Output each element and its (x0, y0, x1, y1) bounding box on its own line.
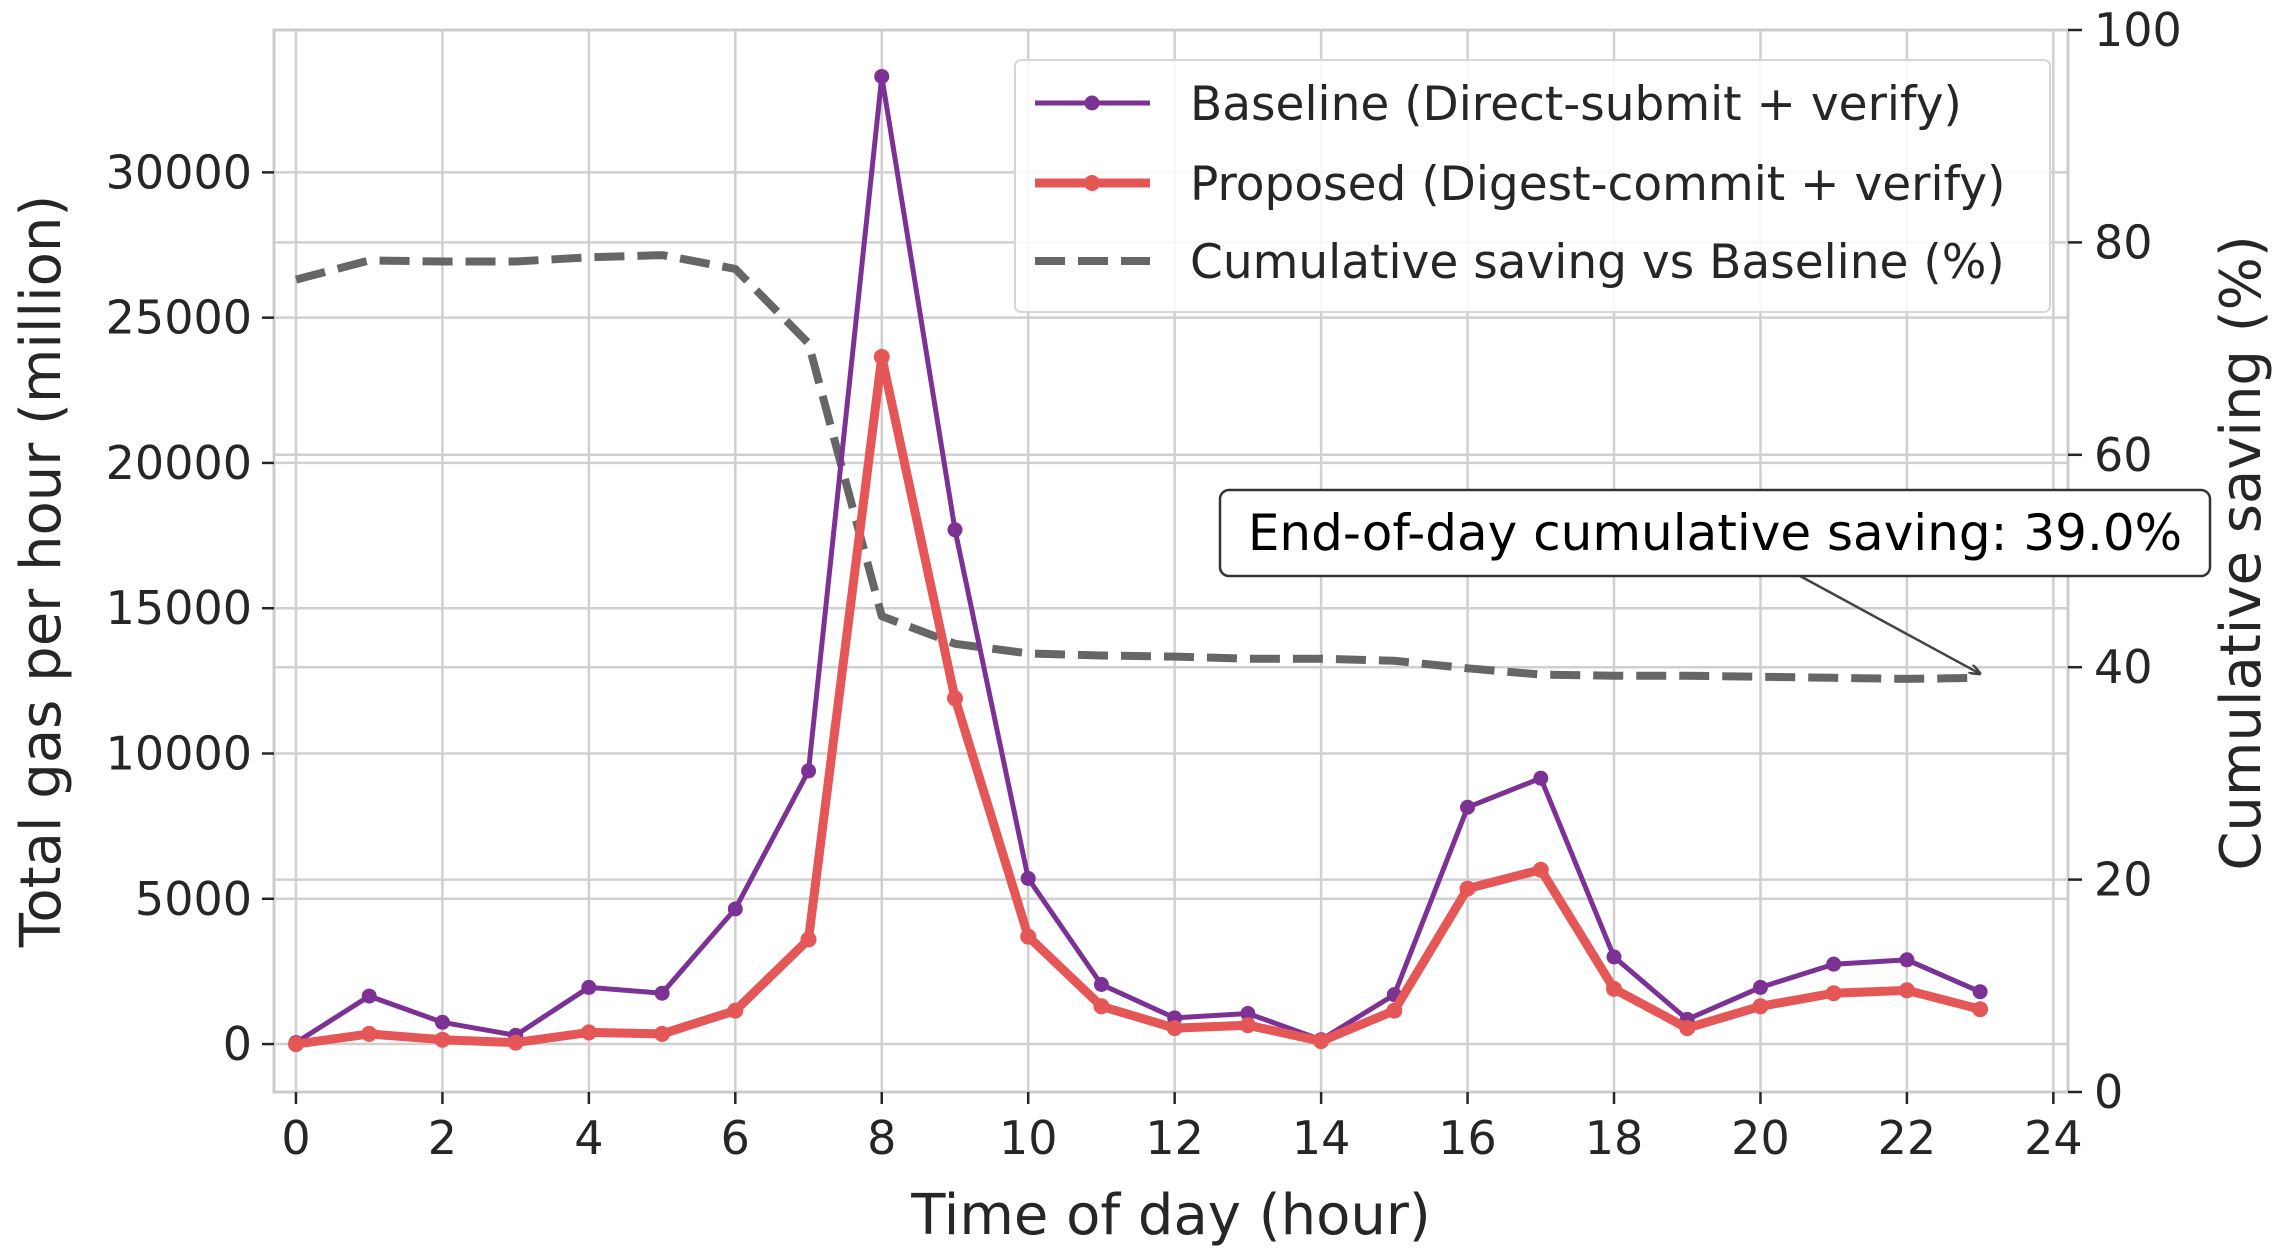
data-point-proposed (800, 931, 817, 948)
data-point-baseline (1240, 1006, 1256, 1022)
y-tick-label: 15000 (106, 581, 252, 635)
y-tick-label: 20000 (106, 436, 252, 490)
annotation-text: End-of-day cumulative saving: 39.0% (1248, 504, 2182, 562)
data-point-proposed (1679, 1020, 1696, 1037)
annotation: End-of-day cumulative saving: 39.0% (1218, 488, 2212, 674)
legend-label-baseline: Baseline (Direct-submit + verify) (1190, 77, 1962, 132)
annotation-box (1218, 488, 2212, 578)
legend-entry-cumulative-saving: Cumulative saving vs Baseline (%) (1035, 235, 2005, 290)
legend-marker-baseline (1084, 95, 1100, 111)
axis-ticks: 0 2 4 6 8 10 12 14 16 18 20 22 240500010000150002000… (106, 3, 2182, 1165)
y-tick-label: 10000 (106, 726, 252, 780)
x-tick-label: 8 (867, 1111, 896, 1165)
data-point-baseline (874, 68, 890, 84)
annotation-arrow (1799, 574, 1980, 674)
data-point-proposed (1606, 980, 1623, 997)
data-point-baseline (1460, 799, 1476, 815)
y2-axis-label: Cumulative saving (%) (2209, 235, 2274, 870)
data-point-proposed (1386, 1002, 1403, 1019)
data-point-proposed (1972, 1001, 1989, 1018)
data-point-proposed (873, 348, 890, 365)
series-layer (287, 68, 1989, 1053)
y2-tick-label: 60 (2094, 428, 2153, 482)
x-tick-label: 6 (721, 1111, 750, 1165)
x-tick-label: 0 (281, 1111, 310, 1165)
data-point-baseline (1826, 956, 1842, 972)
data-point-proposed (1825, 985, 1842, 1002)
series-line-baseline (294, 74, 1982, 1045)
y-tick-label: 5000 (135, 872, 252, 926)
x-tick-label: 4 (574, 1111, 603, 1165)
data-point-proposed (1752, 998, 1769, 1015)
x-axis-label: Time of day (hour) (910, 1183, 1430, 1248)
data-point-proposed (946, 690, 963, 707)
data-point-proposed (1093, 998, 1110, 1015)
y-tick-label: 25000 (106, 291, 252, 345)
legend-entry-proposed: Proposed (Digest-commit + verify) (1035, 157, 2005, 212)
x-tick-label: 22 (1878, 1111, 1937, 1165)
data-point-proposed (434, 1031, 451, 1048)
legend: Baseline (Direct-submit + verify) Propos… (1014, 59, 2051, 313)
data-point-baseline (1020, 870, 1036, 886)
data-point-proposed (1898, 982, 1915, 999)
data-point-baseline (1752, 979, 1768, 995)
legend-label-proposed: Proposed (Digest-commit + verify) (1190, 157, 2005, 212)
y2-tick-label: 100 (2094, 3, 2182, 57)
series-line-cumulative-saving (294, 251, 1981, 683)
x-tick-label: 16 (1438, 1111, 1497, 1165)
data-point-proposed (1459, 880, 1476, 897)
x-tick-label: 12 (1145, 1111, 1204, 1165)
data-point-baseline (801, 763, 817, 779)
legend-box (1014, 59, 2051, 313)
x-tick-label: 2 (428, 1111, 457, 1165)
data-point-baseline (947, 522, 963, 538)
data-point-proposed (1020, 928, 1037, 945)
data-point-proposed (580, 1024, 597, 1041)
x-tick-label: 24 (2024, 1111, 2083, 1165)
data-point-baseline (361, 988, 377, 1004)
legend-marker-proposed (1084, 175, 1100, 191)
y-axis-label: Total gas per hour (million) (9, 195, 74, 949)
x-tick-label: 20 (1731, 1111, 1790, 1165)
data-point-baseline (727, 901, 743, 917)
data-point-baseline (1533, 770, 1549, 786)
data-point-baseline (1606, 949, 1622, 965)
y2-tick-label: 0 (2094, 1065, 2123, 1119)
y2-tick-label: 40 (2094, 640, 2153, 694)
data-point-proposed (1532, 861, 1549, 878)
data-point-proposed (361, 1025, 378, 1042)
data-point-proposed (507, 1034, 524, 1051)
y2-tick-label: 20 (2094, 853, 2153, 907)
data-point-proposed (1166, 1020, 1183, 1037)
x-tick-label: 14 (1292, 1111, 1351, 1165)
y2-tick-label: 80 (2094, 215, 2153, 269)
data-point-proposed (1313, 1033, 1330, 1050)
legend-entry-baseline: Baseline (Direct-submit + verify) (1035, 77, 1962, 132)
y-tick-label: 30000 (106, 145, 252, 199)
series-line-proposed (295, 352, 1982, 1049)
data-point-baseline (1899, 952, 1915, 968)
data-point-proposed (287, 1036, 304, 1053)
data-point-proposed (654, 1025, 671, 1042)
data-point-baseline (1972, 984, 1988, 1000)
data-point-baseline (434, 1014, 450, 1030)
data-point-baseline (1093, 976, 1109, 992)
data-point-baseline (581, 979, 597, 995)
x-tick-label: 10 (999, 1111, 1058, 1165)
y-tick-label: 0 (223, 1017, 252, 1071)
data-point-proposed (727, 1002, 744, 1019)
x-tick-label: 18 (1585, 1111, 1644, 1165)
data-point-proposed (1239, 1017, 1256, 1034)
data-point-baseline (654, 985, 670, 1001)
legend-label-cumulative-saving: Cumulative saving vs Baseline (%) (1190, 235, 2005, 290)
